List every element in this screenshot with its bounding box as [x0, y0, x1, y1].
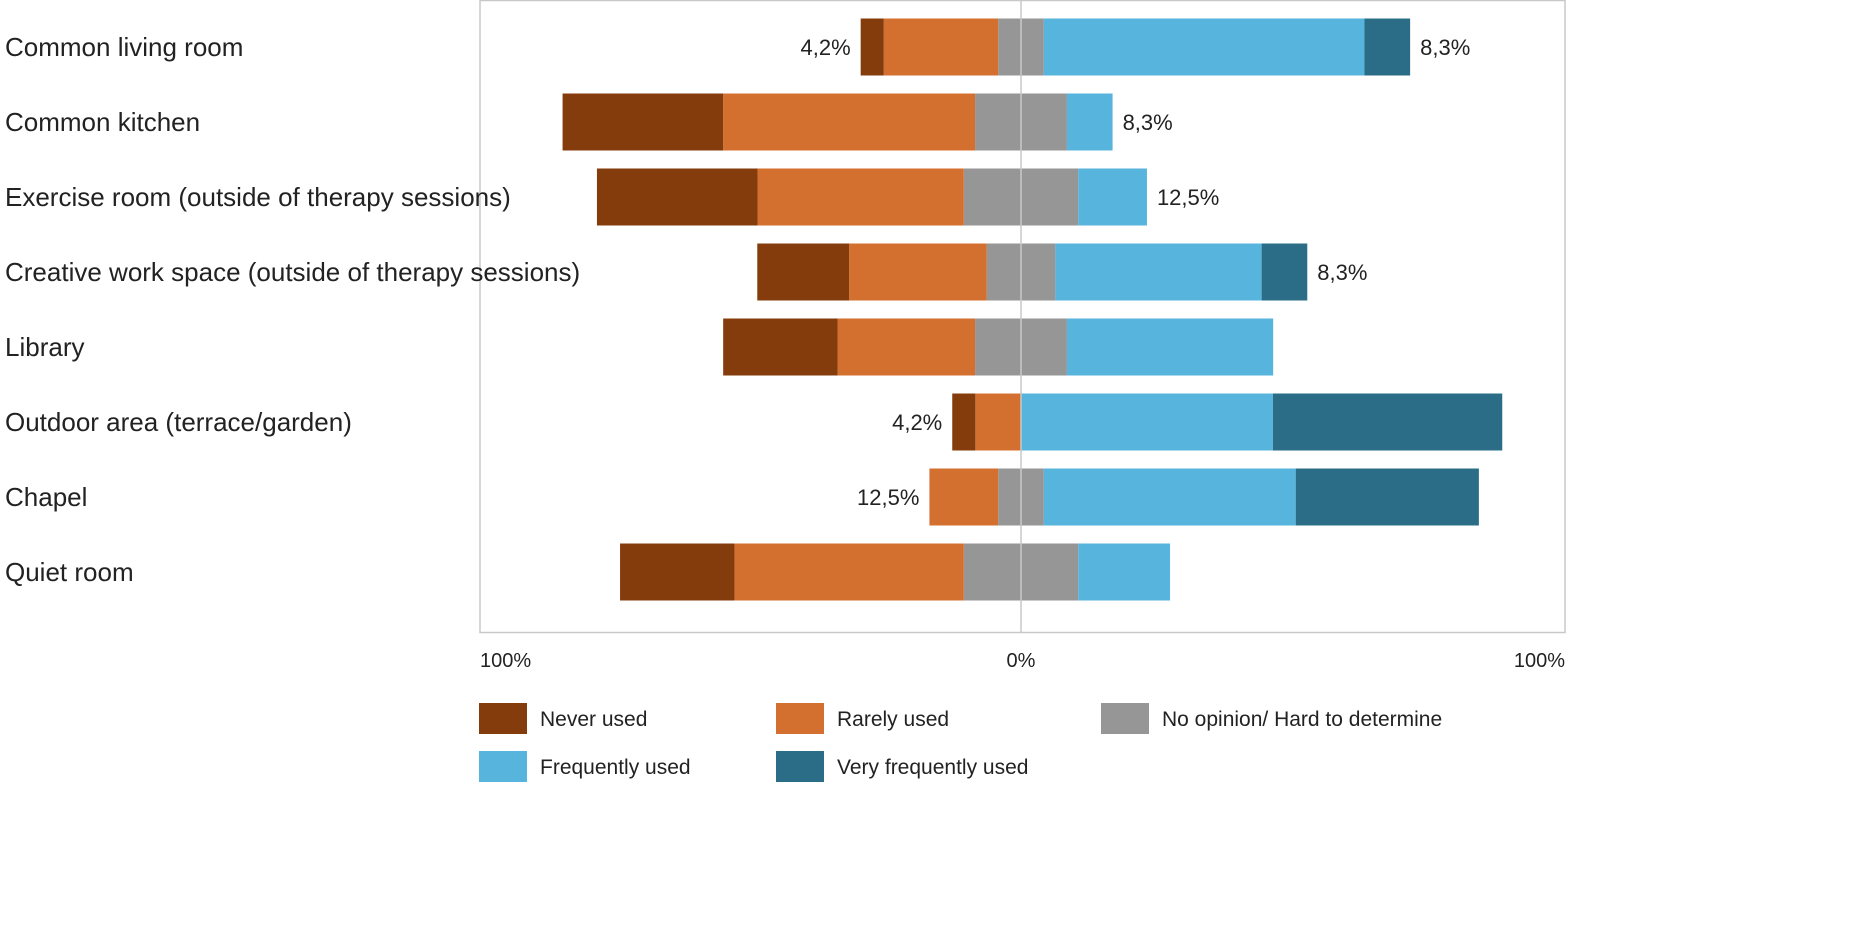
bar-segment-rarely-used [757, 168, 964, 226]
category-label-quiet-room: Quiet room [5, 557, 134, 587]
bar-segment-frequently-used [1055, 243, 1262, 301]
legend-swatch-frequently-used [479, 751, 527, 782]
data-label-left: 4,2% [892, 410, 942, 435]
category-label-common-living-room: Common living room [5, 32, 243, 62]
bar-segment-never-used [952, 393, 976, 451]
bar-segment-never-used [596, 168, 758, 226]
bar-segment-frequently-used [1066, 318, 1274, 376]
category-label-common-kitchen: Common kitchen [5, 107, 200, 137]
bar-segment-frequently-used [1078, 543, 1171, 601]
bar-segment-very-frequently-used [1272, 393, 1503, 451]
data-label-right: 12,5% [1157, 185, 1219, 210]
bar-segment-very-frequently-used [1295, 468, 1479, 526]
bar-segment-frequently-used [1021, 393, 1273, 451]
bar-segment-never-used [860, 18, 884, 76]
category-label-creative-work-space-outside-of-therapy-sessions: Creative work space (outside of therapy … [5, 257, 580, 287]
x-tick-label: 100% [480, 650, 531, 672]
bar-segment-rarely-used [975, 393, 1021, 451]
bar-segment-frequently-used [1078, 168, 1147, 226]
bar-segment-never-used [620, 543, 735, 601]
data-label-right: 8,3% [1123, 110, 1173, 135]
category-label-chapel: Chapel [5, 482, 87, 512]
bar-segment-rarely-used [883, 18, 999, 76]
bar-segment-rarely-used [723, 93, 976, 151]
plot-frame [479, 0, 1566, 634]
category-label-exercise-room-outside-of-therapy-sessions: Exercise room (outside of therapy sessio… [5, 182, 511, 212]
category-label-outdoor-area-terrace-garden: Outdoor area (terrace/garden) [5, 407, 352, 437]
x-tick-label: 0% [1007, 650, 1036, 672]
bar-segment-rarely-used [837, 318, 976, 376]
legend-label-rarely-used: Rarely used [837, 708, 949, 731]
bar-segment-rarely-used [734, 543, 964, 601]
bar-segment-never-used [757, 243, 850, 301]
legend-swatch-rarely-used [776, 703, 824, 734]
data-label-left: 12,5% [857, 485, 919, 510]
bar-segment-never-used [723, 318, 838, 376]
data-label-left: 4,2% [801, 35, 851, 60]
legend-label-frequently-used: Frequently used [540, 756, 691, 779]
legend-swatch-never-used [479, 703, 527, 734]
bar-segment-frequently-used [1043, 18, 1365, 76]
data-label-right: 8,3% [1317, 260, 1367, 285]
data-label-right: 8,3% [1420, 35, 1470, 60]
legend-swatch-no-opinion-hard-to-determine [1101, 703, 1149, 734]
legend-label-never-used: Never used [540, 708, 647, 731]
bar-segment-frequently-used [1066, 93, 1113, 151]
bar-segment-rarely-used [929, 468, 999, 526]
legend-label-very-frequently-used: Very frequently used [837, 756, 1028, 779]
legend-swatch-very-frequently-used [776, 751, 824, 782]
x-tick-label: 100% [1514, 650, 1565, 672]
bar-segment-rarely-used [849, 243, 987, 301]
bar-segment-very-frequently-used [1364, 18, 1411, 76]
bar-segment-frequently-used [1043, 468, 1296, 526]
bar-segment-very-frequently-used [1261, 243, 1308, 301]
legend-label-no-opinion-hard-to-determine: No opinion/ Hard to determine [1162, 708, 1442, 731]
bar-segment-never-used [562, 93, 724, 151]
category-label-library: Library [5, 332, 84, 362]
